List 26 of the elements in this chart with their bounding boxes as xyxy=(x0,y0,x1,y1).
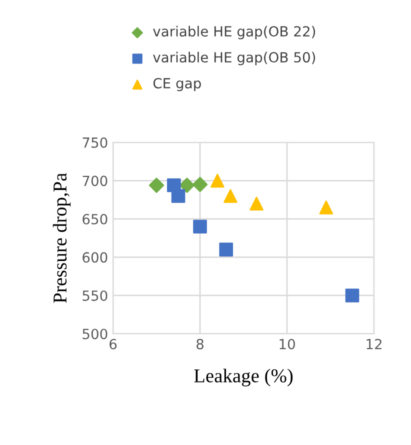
point xyxy=(179,178,195,193)
y-tick-label: 600 xyxy=(82,252,108,263)
y-tick-label: 500 xyxy=(82,328,108,340)
point xyxy=(148,178,164,193)
x-tick-label: 6 xyxy=(110,338,117,350)
x-axis-title: Leakage (%) xyxy=(194,368,293,386)
point xyxy=(345,288,360,302)
legend-label: variable HE gap(OB 50) xyxy=(153,52,316,66)
x-tick-label: 8 xyxy=(196,338,204,350)
y-tick-label: 750 xyxy=(82,137,108,148)
point xyxy=(192,176,208,192)
point xyxy=(219,242,234,256)
point xyxy=(250,196,264,211)
point xyxy=(319,200,334,214)
x-tick-label: 12 xyxy=(366,338,382,350)
x-tick-label: 10 xyxy=(280,338,295,350)
y-tick-label: 650 xyxy=(82,214,108,224)
legend-label: variable HE gap(OB 22) xyxy=(153,26,316,40)
point xyxy=(193,220,207,234)
y-tick-label: 700 xyxy=(82,176,108,186)
legend-label: CE gap xyxy=(153,78,201,92)
point xyxy=(210,174,224,188)
y-axis-title: Pressure drop,Pa xyxy=(52,172,71,303)
y-tick-label: 550 xyxy=(82,290,108,301)
point xyxy=(224,189,238,203)
point xyxy=(171,189,186,203)
